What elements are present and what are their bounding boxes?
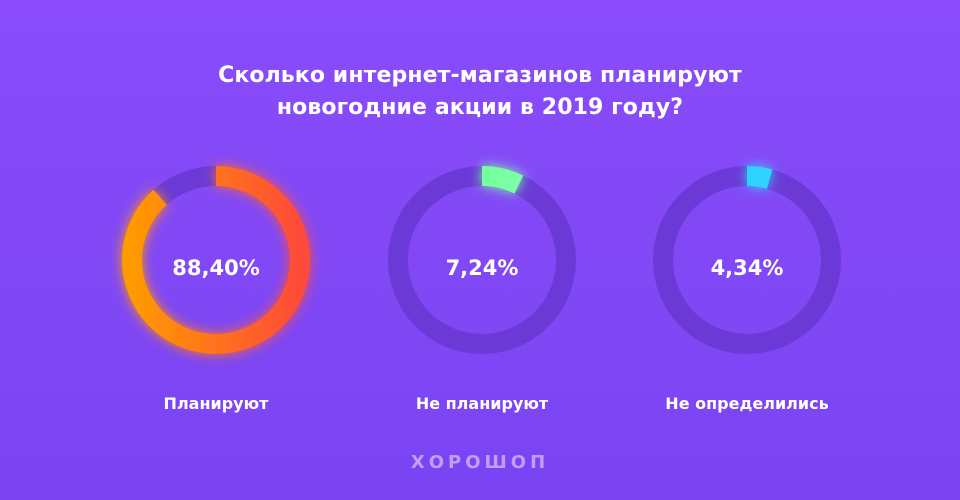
donut-charts: 88,40% Планируют 7,24% Не планируют 4,34…	[0, 160, 960, 440]
donut-chart-ne-planiruyut: 7,24% Не планируют	[362, 160, 602, 420]
donut-arc-0	[122, 166, 310, 354]
chart-title-line-2: новогодние акции в 2019 году?	[276, 95, 684, 120]
donut-ring-1	[388, 166, 576, 354]
donut-ring-2	[653, 166, 841, 354]
donut-label-2: Не определились	[665, 394, 829, 413]
chart-title: Сколько интернет-магазинов планируют нов…	[0, 60, 960, 124]
donut-value-1: 7,24%	[445, 256, 519, 280]
donut-chart-planiruyut: 88,40% Планируют	[96, 160, 336, 420]
chart-title-line-1: Сколько интернет-магазинов планируют	[218, 63, 742, 88]
donut-chart-ne-opredelilis: 4,34% Не определились	[627, 160, 867, 420]
donut-value-2: 4,34%	[710, 256, 784, 280]
donut-ring-0	[122, 166, 310, 354]
donut-label-1: Не планируют	[415, 394, 549, 413]
donut-arc-2	[653, 166, 841, 354]
donut-value-0: 88,40%	[172, 256, 260, 280]
donut-arc-1	[388, 166, 576, 354]
logo-text: ХОРОШОП	[410, 452, 550, 473]
donut-label-0: Планируют	[163, 394, 269, 413]
